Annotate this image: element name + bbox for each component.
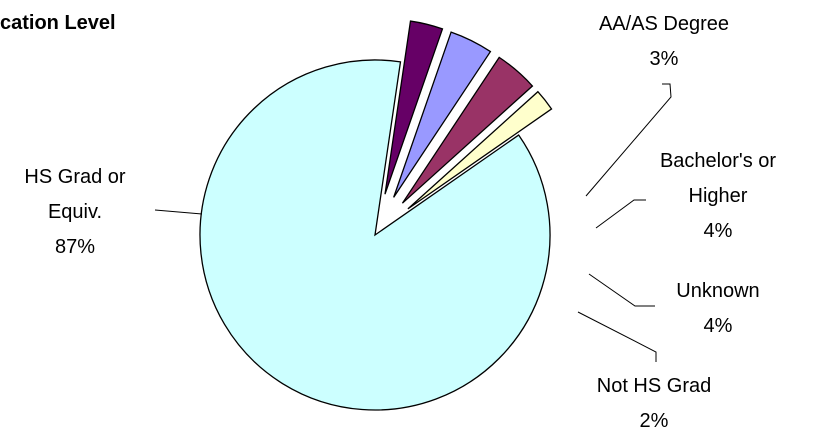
leader-line-bachelors-or-higher [595,199,646,229]
slice-label-unknown: Unknown 4% [676,280,759,337]
pie-slice-not-hs-grad [407,90,553,210]
pie-slice-unknown [401,56,534,204]
pie-slice-bachelors-or-higher [393,31,492,198]
pie-slice-aa-as-degree [384,20,444,195]
slice-labels: HS Grad or Equiv. 87% AA/AS Degree 3% Bachelo… [24,13,776,432]
slice-label-aa-as-degree: AA/AS Degree 3% [599,13,729,70]
pie-slice-hs-grad [199,59,551,411]
pie-slices [199,20,553,411]
leader-line-aa-as-degree [585,83,672,197]
leader-lines [154,83,672,362]
leader-line-hs-grad [154,209,203,215]
slice-label-bachelors-or-higher: Bachelor's or Higher 4% [660,150,776,242]
leader-line-not-hs-grad [577,311,657,362]
slice-label-not-hs-grad: Not HS Grad 2% [597,375,711,432]
slice-label-hs-grad: HS Grad or Equiv. 87% [24,166,125,258]
chart-title: cation Level [0,12,116,34]
leader-line-unknown [588,273,655,307]
